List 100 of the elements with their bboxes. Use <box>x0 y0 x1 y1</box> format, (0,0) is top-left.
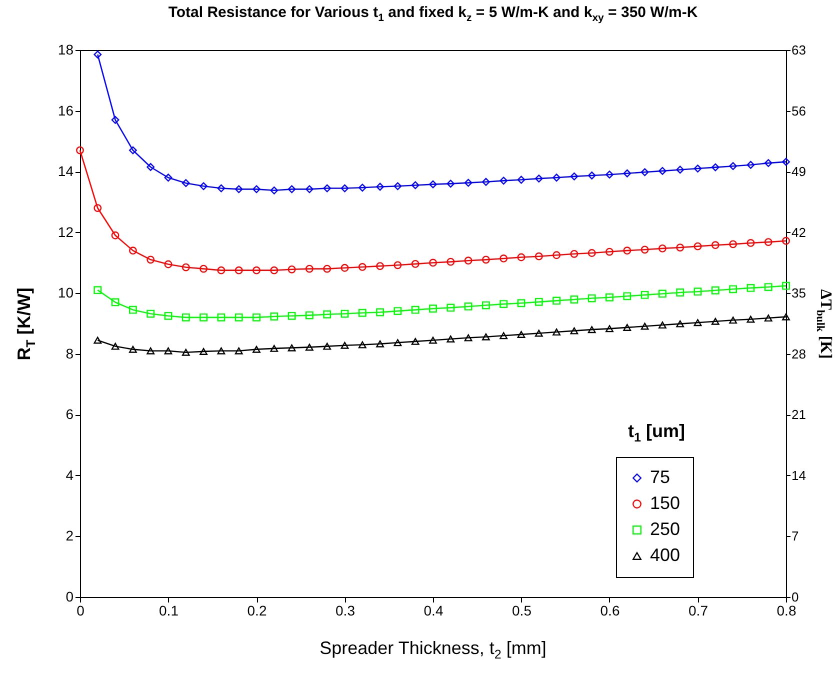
point <box>429 180 437 188</box>
y-tick-label: 14 <box>58 163 74 180</box>
point <box>534 330 543 337</box>
point <box>394 261 402 270</box>
point <box>640 322 649 330</box>
point <box>676 244 684 252</box>
point <box>200 182 208 190</box>
point <box>376 340 384 348</box>
point <box>429 258 437 267</box>
point <box>517 253 526 262</box>
point <box>288 312 296 320</box>
point <box>305 264 314 273</box>
point <box>394 339 402 346</box>
point <box>534 174 543 182</box>
chart-title: Total Resistance for Various t$_{1}$ and fixed k$_{z}$ = 5 W/m-K and k$_{xy}$ = 350 W/m-K <box>168 4 698 24</box>
point <box>182 348 190 356</box>
point <box>746 160 755 169</box>
point <box>482 333 490 340</box>
point <box>588 326 596 334</box>
point <box>288 265 296 274</box>
point <box>288 344 296 352</box>
point <box>782 158 790 166</box>
point <box>711 163 720 172</box>
point <box>676 320 684 328</box>
point <box>517 330 526 338</box>
point <box>270 312 278 320</box>
point <box>534 252 543 260</box>
point <box>606 170 614 179</box>
point <box>446 304 455 312</box>
point <box>200 348 208 355</box>
point <box>358 263 366 271</box>
point <box>640 246 649 254</box>
point <box>658 166 666 175</box>
y2-tick-label: 14 <box>792 468 806 483</box>
y-tick-label: 16 <box>58 102 74 118</box>
legend-title: t$_{1}$ [um] <box>628 421 686 445</box>
point <box>729 316 738 324</box>
point <box>694 242 702 250</box>
point <box>764 159 772 167</box>
point <box>128 246 137 255</box>
point <box>358 308 366 317</box>
point <box>234 347 243 354</box>
point <box>588 172 596 180</box>
point <box>500 176 508 185</box>
point <box>394 307 402 315</box>
x-tick-label: 0.7 <box>688 602 708 618</box>
point <box>746 239 755 247</box>
point <box>94 286 102 294</box>
point <box>500 300 508 308</box>
point <box>340 310 349 318</box>
y2-tick-label: 35 <box>792 286 806 301</box>
y2-tick-label: 28 <box>792 346 806 362</box>
point <box>464 334 472 342</box>
point <box>146 347 155 354</box>
point <box>376 308 384 316</box>
point <box>164 174 172 182</box>
point <box>128 146 137 154</box>
point <box>729 285 738 294</box>
point <box>358 341 366 348</box>
point <box>128 306 137 314</box>
point <box>552 328 561 336</box>
point <box>764 314 772 322</box>
y2-tick-label: 0 <box>792 590 799 604</box>
point <box>217 313 226 322</box>
point <box>111 298 120 306</box>
point <box>182 263 190 272</box>
y-tick-label: 4 <box>66 466 74 483</box>
point <box>111 342 120 350</box>
point <box>217 184 226 192</box>
point <box>482 256 490 264</box>
point <box>411 260 420 268</box>
point <box>234 266 243 274</box>
point <box>746 284 755 292</box>
point <box>270 344 278 352</box>
point <box>394 182 402 190</box>
point <box>217 347 226 354</box>
point <box>146 163 155 171</box>
point <box>340 342 349 349</box>
point <box>340 264 349 272</box>
point <box>446 180 455 188</box>
point <box>358 184 366 192</box>
point <box>552 296 561 305</box>
y-tick-label: 18 <box>58 42 74 58</box>
point <box>182 179 190 188</box>
point <box>252 266 260 274</box>
y-tick-label: 12 <box>58 224 74 240</box>
point <box>200 264 208 273</box>
point <box>711 241 720 250</box>
y2-tick-label: 42 <box>792 224 806 240</box>
point <box>305 311 314 320</box>
point <box>376 262 384 270</box>
point <box>623 324 632 331</box>
point <box>76 146 84 154</box>
point <box>411 306 420 314</box>
y2-tick-label: 56 <box>792 103 806 118</box>
point <box>729 162 738 170</box>
point <box>606 325 614 332</box>
point <box>111 231 120 240</box>
point <box>676 288 684 296</box>
x-tick-label: 0.5 <box>512 602 532 618</box>
